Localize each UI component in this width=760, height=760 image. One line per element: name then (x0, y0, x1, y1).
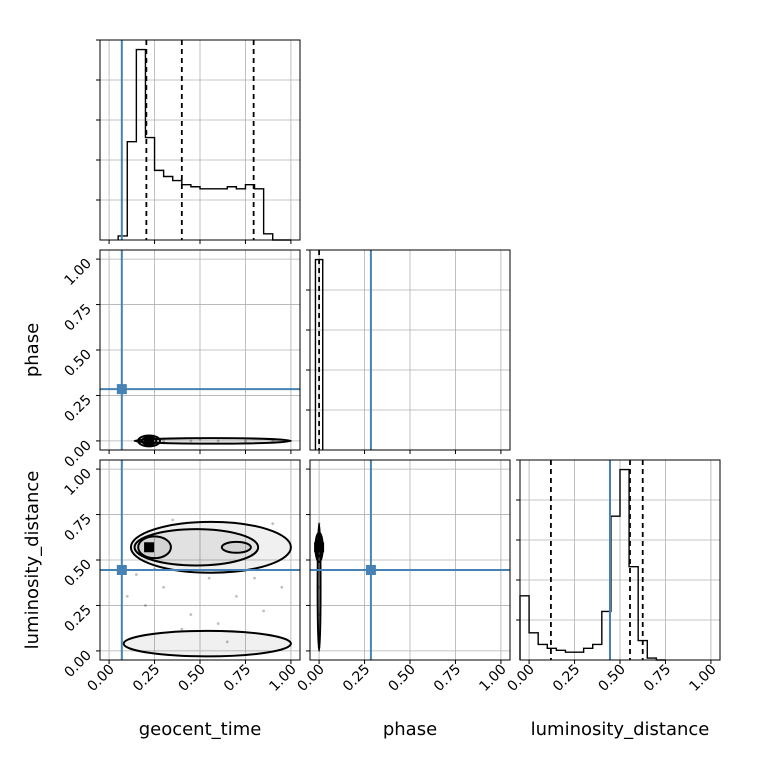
ytick-label-luminosity_distance: 0.00 (61, 647, 94, 680)
ytick-label-phase: 0.50 (61, 347, 94, 380)
contour-0 (129, 520, 292, 574)
sample-point (162, 585, 166, 589)
ytick-label-phase: 0.00 (61, 437, 94, 470)
ytick-label-phase: 1.00 (61, 256, 94, 289)
truth-marker (116, 565, 127, 575)
density-fill-3 (221, 541, 251, 553)
density-fill-2 (134, 438, 291, 444)
ytick-label-luminosity_distance: 0.50 (61, 557, 94, 590)
ytick-label-phase: 0.75 (61, 301, 94, 334)
contour-2 (133, 437, 292, 445)
density-peak (314, 542, 325, 553)
xtick-label-geocent_time: 0.75 (221, 662, 254, 695)
xtick-label-phase: 0.25 (340, 662, 373, 695)
xtick-label-luminosity_distance: 1.00 (686, 662, 719, 695)
xtick-label-geocent_time: 0.25 (130, 662, 163, 695)
hist-panel-phase (306, 249, 511, 451)
density-fill-4 (123, 630, 291, 657)
xtick-label-luminosity_distance: 0.25 (550, 662, 583, 695)
hist-panel-luminosity_distance (516, 459, 721, 661)
contour-1 (133, 528, 260, 567)
sample-point (253, 576, 256, 580)
density-peak (144, 435, 155, 446)
xtick-label-geocent_time: 0.50 (175, 662, 208, 695)
sample-point (125, 594, 129, 598)
xtick-label-geocent_time: 0.00 (85, 662, 118, 695)
yaxis-label-luminosity_distance: luminosity_distance (22, 471, 43, 650)
xtick-label-phase: 0.00 (295, 662, 328, 695)
ytick-label-luminosity_distance: 0.25 (61, 602, 94, 635)
xtick-label-phase: 0.75 (431, 662, 464, 695)
contour-3 (220, 540, 252, 554)
xtick-label-geocent_time: 1.00 (266, 662, 299, 695)
scatter-panel-phase-luminosity_distance (309, 459, 511, 661)
sample-point (271, 439, 275, 443)
sample-point (271, 522, 275, 526)
sample-point (262, 609, 266, 613)
density-peak (144, 542, 155, 553)
truth-marker (365, 565, 376, 575)
sample-point (144, 604, 147, 607)
contour-2 (316, 522, 322, 652)
ytick-label-luminosity_distance: 0.75 (61, 511, 94, 544)
hist-panel-geocent_time (96, 39, 301, 241)
ytick-label-luminosity_distance: 1.00 (61, 466, 94, 499)
sample-point (207, 576, 211, 580)
ytick-label-phase: 0.25 (61, 392, 94, 425)
sample-point (171, 518, 175, 522)
xtick-label-phase: 0.50 (385, 662, 418, 695)
sample-point (234, 594, 238, 598)
yaxis-label-phase: phase (22, 323, 43, 377)
sample-point (280, 585, 284, 589)
xtick-label-luminosity_distance: 0.50 (595, 662, 628, 695)
xtick-label-luminosity_distance: 0.75 (641, 662, 674, 695)
scatter-panel-geocent_time-phase (99, 249, 301, 451)
sample-point (244, 439, 247, 443)
contour-2 (137, 535, 172, 560)
sample-point (189, 613, 193, 616)
scatter-panel-geocent_time-luminosity_distance (99, 459, 301, 661)
hist-bars-luminosity_distance (519, 468, 666, 661)
sample-point (180, 627, 184, 631)
sample-point (162, 439, 166, 443)
density-fill-0 (130, 521, 291, 573)
sample-point (216, 439, 220, 443)
sample-point (225, 640, 229, 644)
xtick-label-phase: 1.00 (476, 662, 509, 695)
sample-point (189, 439, 193, 443)
hist-bars-geocent_time (117, 48, 291, 241)
xtick-label-luminosity_distance: 0.00 (505, 662, 538, 695)
density-fill-2 (138, 536, 171, 559)
xaxis-label-luminosity_distance: luminosity_distance (531, 719, 710, 740)
xaxis-label-phase: phase (383, 719, 437, 740)
sample-point (134, 573, 138, 576)
sample-point (216, 622, 220, 626)
truth-marker (116, 384, 127, 395)
xaxis-label-geocent_time: geocent_time (139, 719, 262, 740)
contour-4 (122, 629, 292, 658)
